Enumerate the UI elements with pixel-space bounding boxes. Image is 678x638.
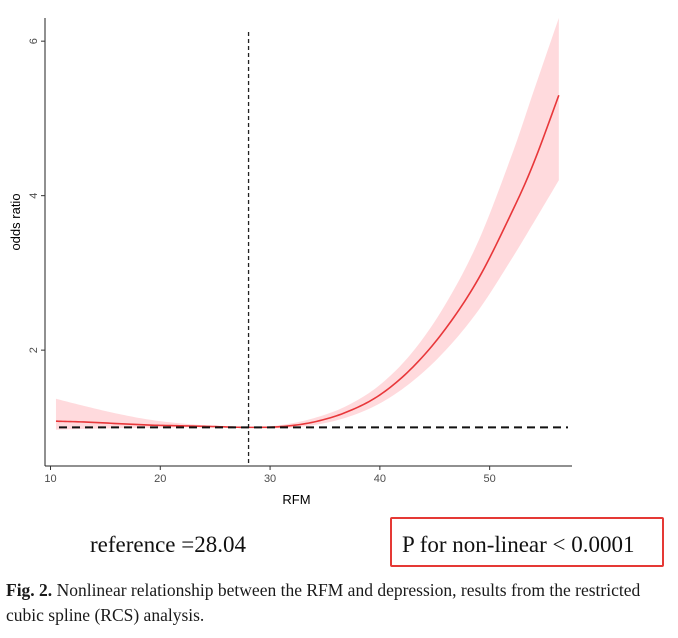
x-tick-label: 50 — [484, 473, 496, 485]
x-tick-label: 40 — [374, 473, 386, 485]
odds-ratio-line-layer — [55, 94, 560, 429]
x-tick-label: 20 — [154, 473, 166, 485]
figure-caption: Fig. 2. Nonlinear relationship between t… — [6, 578, 674, 628]
p-value-label: P for non-linear < 0.0001 — [402, 532, 635, 557]
y-tick-label: 4 — [28, 193, 40, 199]
confidence-band — [55, 18, 559, 430]
figure-caption-text: Nonlinear relationship between the RFM a… — [6, 580, 641, 625]
p-value-highlight-box — [390, 517, 664, 567]
y-axis-title: odds ratio — [8, 193, 23, 250]
reference-lines-layer — [59, 32, 568, 466]
odds-ratio-line — [55, 94, 560, 429]
x-tick-label: 10 — [44, 473, 56, 485]
axes-layer: 10 20 30 40 50 2 4 6 RFM odds ratio — [8, 18, 572, 507]
confidence-band-layer — [55, 18, 559, 430]
y-tick-label: 2 — [28, 347, 40, 353]
y-tick-label: 6 — [28, 38, 40, 44]
figure-label: Fig. 2. — [6, 580, 53, 600]
x-tick-label: 30 — [264, 473, 276, 485]
reference-label: reference =28.04 — [90, 532, 246, 557]
x-axis-title: RFM — [282, 492, 310, 507]
rcs-chart: 10 20 30 40 50 2 4 6 RFM odds ratio — [8, 18, 572, 507]
